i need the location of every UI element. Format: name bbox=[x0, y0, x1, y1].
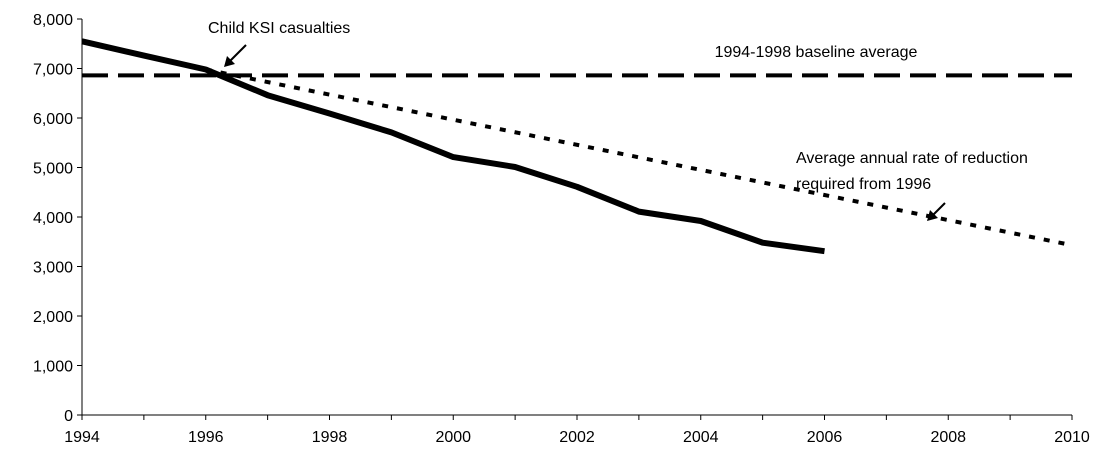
x-tick-label: 1998 bbox=[312, 429, 348, 446]
x-tick-label: 1996 bbox=[188, 429, 224, 446]
y-tick-label: 8,000 bbox=[33, 12, 73, 29]
chart-series bbox=[81, 38, 1073, 255]
chart-axes: 0 1,000 2,000 3,000 4,000 5,000 6,000 7,000 8,00… bbox=[33, 12, 1090, 446]
y-tick-label: 4,000 bbox=[33, 210, 73, 227]
annotation-baseline: 1994-1998 baseline average bbox=[715, 44, 918, 61]
annotation-reduction-line2: required from 1996 bbox=[796, 176, 931, 193]
series-reduction-line bbox=[205, 67, 1073, 248]
arrow-reduction-icon bbox=[927, 202, 946, 221]
y-tick-label: 1,000 bbox=[33, 359, 73, 376]
y-tick-label: 5,000 bbox=[33, 161, 73, 178]
x-tick-label: 2006 bbox=[807, 429, 843, 446]
series-child-ksi-line bbox=[81, 38, 825, 255]
x-tick-label: 2010 bbox=[1054, 429, 1090, 446]
x-tick-label: 2002 bbox=[559, 429, 595, 446]
y-tick-label: 0 bbox=[64, 408, 73, 425]
y-tick-label: 3,000 bbox=[33, 260, 73, 277]
x-tick-label: 1994 bbox=[64, 429, 100, 446]
y-tick-label: 7,000 bbox=[33, 62, 73, 79]
arrow-child-ksi-icon bbox=[224, 44, 247, 67]
x-tick-label: 2008 bbox=[930, 429, 966, 446]
y-tick-label: 6,000 bbox=[33, 111, 73, 128]
chart-annotations: Child KSI casualties 1994-1998 baseline … bbox=[208, 20, 1028, 221]
y-tick-label: 2,000 bbox=[33, 309, 73, 326]
annotation-reduction-line1: Average annual rate of reduction bbox=[796, 150, 1028, 167]
x-tick-label: 2004 bbox=[683, 429, 719, 446]
x-tick-label: 2000 bbox=[435, 429, 471, 446]
annotation-child-ksi: Child KSI casualties bbox=[208, 20, 350, 37]
